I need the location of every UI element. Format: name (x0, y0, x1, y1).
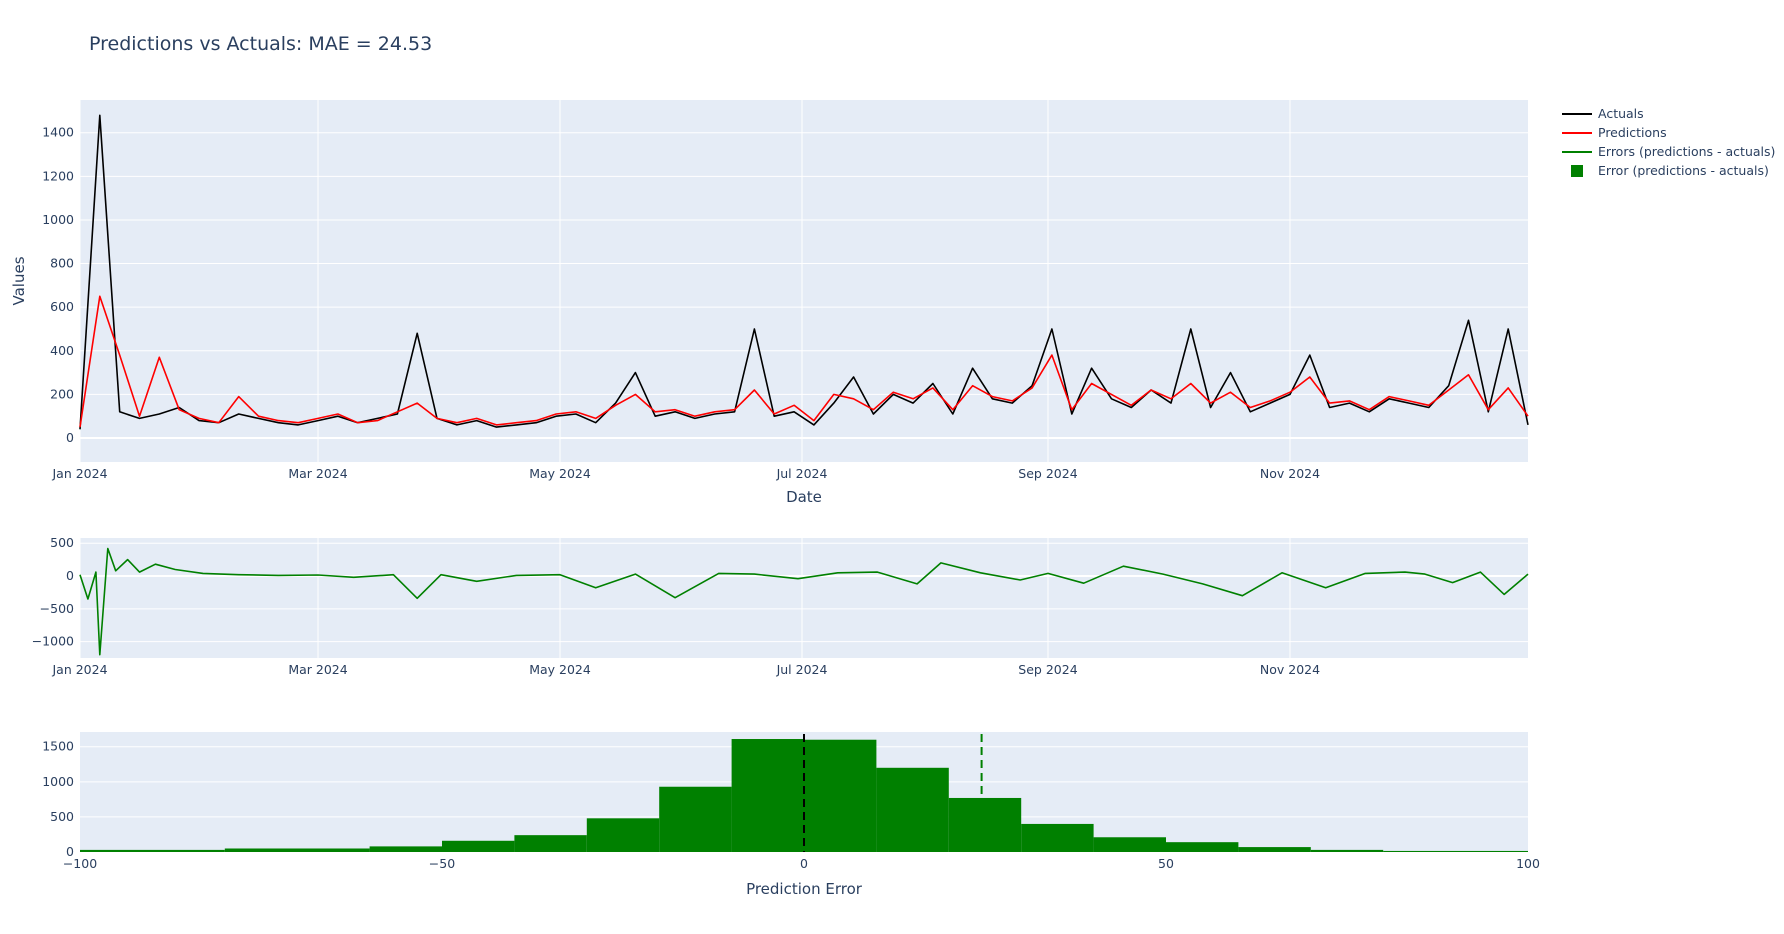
error-histogram-panel: 0 500 1000 1500 −100 −50 0 50 100 Prediction Erro… (42, 732, 1540, 898)
series-line-predictions (79, 295, 1529, 428)
y-tick-label: 0 (66, 430, 74, 445)
x-tick-label: May 2024 (529, 466, 591, 481)
legend: Actuals Predictions Errors (predictions - … (1562, 106, 1775, 178)
histogram-bar (586, 818, 660, 852)
histogram-bar (442, 840, 515, 852)
histogram-bar (224, 848, 370, 852)
x-tick-label: Nov 2024 (1260, 662, 1320, 677)
y-tick-label: 200 (50, 386, 74, 401)
legend-square-swatch (1571, 165, 1583, 177)
y-tick-label: 800 (50, 256, 74, 271)
histogram-bar (1238, 847, 1311, 852)
histogram-bar (1383, 850, 1528, 852)
x-tick-label: −50 (429, 856, 455, 871)
series-line-errors-predictions-actuals- (79, 547, 1529, 656)
x-tick-label: −100 (63, 856, 97, 871)
histogram-bar (731, 739, 804, 852)
panel0-background (80, 100, 1528, 462)
histogram-bar (804, 739, 877, 852)
y-tick-label: 600 (50, 299, 74, 314)
y-tick-label: 0 (66, 568, 74, 583)
x-tick-label: Nov 2024 (1260, 466, 1320, 481)
errors-panel: Jan 2024 Mar 2024 May 2024 Jul 2024 Sep 2024… (32, 535, 1529, 677)
x-tick-label: Jul 2024 (776, 466, 828, 481)
x-tick-label: Jan 2024 (51, 466, 107, 481)
y-tick-label: −1000 (32, 634, 74, 649)
x-tick-label: Mar 2024 (288, 466, 347, 481)
x-tick-label: 50 (1158, 856, 1174, 871)
actuals-predictions-panel: Jan 2024 Mar 2024 May 2024 Jul 2024 Sep 2024… (10, 100, 1529, 506)
series-line-actuals (79, 114, 1529, 430)
histogram-bar (1021, 823, 1094, 852)
histogram-bar (1166, 842, 1239, 852)
legend-item-label: Errors (predictions - actuals) (1598, 144, 1775, 159)
x-tick-label: Sep 2024 (1018, 662, 1077, 677)
legend-item-label: Actuals (1598, 106, 1644, 121)
y-tick-label: 1200 (42, 168, 74, 183)
y-axis-title: Values (10, 256, 28, 305)
y-tick-label: 0 (66, 844, 74, 859)
y-tick-label: 1400 (42, 125, 74, 140)
histogram-bar (1310, 849, 1384, 852)
legend-item-label: Predictions (1598, 125, 1667, 140)
histogram-bar (514, 835, 587, 852)
histogram-bar (80, 849, 225, 852)
x-tick-label: 100 (1516, 856, 1540, 871)
y-tick-label: 1000 (42, 774, 74, 789)
histogram-bar (948, 797, 1022, 852)
x-tick-label: May 2024 (529, 662, 591, 677)
x-axis-title: Prediction Error (746, 880, 863, 898)
histogram-bar (876, 767, 949, 852)
x-tick-label: Jan 2024 (51, 662, 107, 677)
x-tick-label: Sep 2024 (1018, 466, 1077, 481)
x-axis-title: Date (786, 488, 822, 506)
x-tick-label: Jul 2024 (776, 662, 828, 677)
y-tick-label: 500 (50, 809, 74, 824)
histogram-bar (1093, 837, 1166, 852)
y-tick-label: −500 (40, 601, 74, 616)
x-tick-label: 0 (800, 856, 808, 871)
y-tick-label: 500 (50, 535, 74, 550)
x-tick-label: Mar 2024 (288, 662, 347, 677)
y-tick-label: 1000 (42, 212, 74, 227)
legend-item-label: Error (predictions - actuals) (1598, 163, 1769, 178)
histogram-bar (369, 846, 442, 852)
panel1-background (80, 538, 1528, 658)
chart-title: Predictions vs Actuals: MAE = 24.53 (89, 33, 432, 55)
y-tick-label: 1500 (42, 739, 74, 754)
y-tick-label: 400 (50, 343, 74, 358)
histogram-bar (659, 786, 732, 852)
